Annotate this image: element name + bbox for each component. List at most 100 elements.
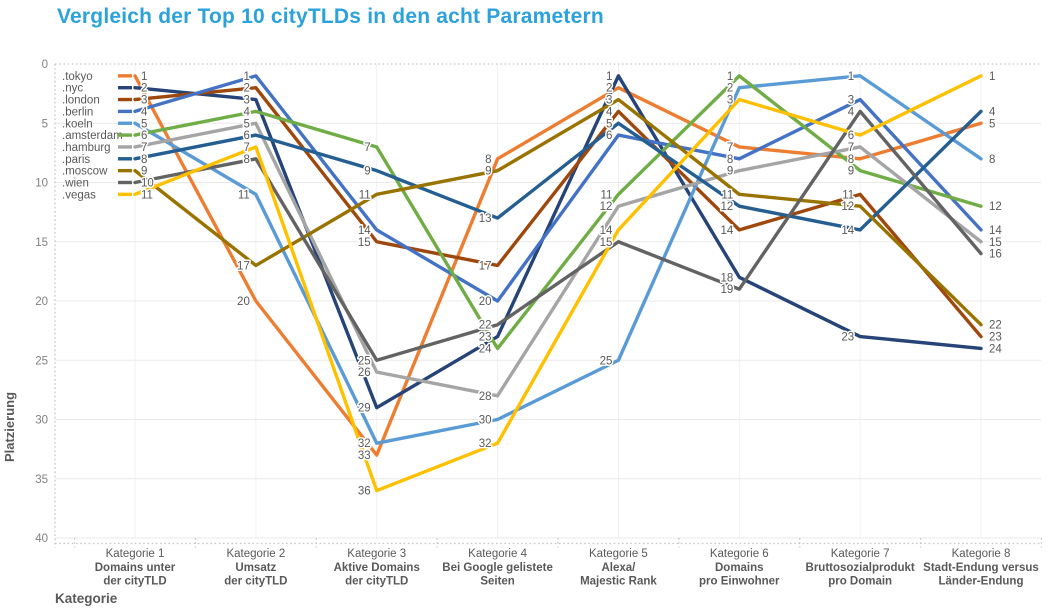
- data-label: 5: [606, 118, 612, 130]
- series-line-paris: [133, 109, 983, 232]
- y-tick-label: 15: [35, 237, 48, 249]
- data-label: 24: [989, 343, 1002, 355]
- data-label: 8: [485, 154, 491, 166]
- y-tick-label: 30: [35, 415, 48, 427]
- data-label: 14: [841, 225, 854, 237]
- data-label: 7: [727, 142, 733, 154]
- data-label: 3: [727, 95, 733, 107]
- series-line-london: [133, 85, 983, 339]
- data-label: 3: [606, 95, 612, 107]
- legend-label-london: .london: [62, 95, 100, 107]
- y-tick-label: 20: [35, 296, 48, 308]
- data-label: 16: [989, 249, 1002, 261]
- data-label: 9: [848, 166, 854, 178]
- data-label: 30: [479, 415, 492, 427]
- data-label: 32: [358, 438, 371, 450]
- y-tick-label: 10: [35, 178, 48, 190]
- data-label: 4: [848, 106, 855, 118]
- data-label: 15: [358, 237, 371, 249]
- data-label: 6: [243, 130, 249, 142]
- series-line-amsterdam: [133, 74, 983, 351]
- data-label: 20: [479, 296, 492, 308]
- legend-label-berlin: .berlin: [62, 106, 93, 118]
- data-label: 11: [359, 189, 371, 201]
- data-label: 9: [485, 166, 491, 178]
- data-label: 23: [479, 332, 492, 344]
- data-label: 15: [600, 237, 613, 249]
- y-tick-label: 35: [35, 474, 48, 486]
- data-label: 10: [141, 178, 154, 190]
- data-label: 11: [141, 189, 153, 201]
- data-label: 4: [141, 106, 148, 118]
- data-label: 14: [720, 225, 733, 237]
- data-label: 4: [989, 106, 996, 118]
- x-category-sublabel: Stadt-Endung versus: [923, 562, 1039, 574]
- x-category-label: Kategorie 3: [347, 548, 406, 560]
- x-category-sublabel: Alexa/: [601, 562, 636, 574]
- data-label: 8: [243, 154, 249, 166]
- data-label: 8: [141, 154, 147, 166]
- series-line-berlin: [133, 74, 983, 303]
- data-label: 2: [243, 83, 249, 95]
- data-label: 4: [606, 106, 613, 118]
- data-label: 6: [848, 130, 854, 142]
- data-label: 23: [841, 332, 854, 344]
- legend-label-paris: .paris: [62, 154, 90, 166]
- legend-label-nyc: .nyc: [62, 83, 83, 95]
- x-category-sublabel: pro Einwohner: [699, 576, 780, 588]
- x-category-sublabel: Domains unter: [95, 562, 176, 574]
- data-label: 1: [243, 71, 249, 83]
- data-label: 8: [989, 154, 995, 166]
- x-category-label: Kategorie 5: [589, 548, 648, 560]
- data-label: 23: [989, 332, 1002, 344]
- data-label: 6: [606, 130, 612, 142]
- data-label: 22: [989, 320, 1002, 332]
- data-label: 5: [989, 118, 995, 130]
- legend-label-amsterdam: .amsterdam: [62, 130, 123, 142]
- x-category-label: Kategorie 7: [831, 548, 890, 560]
- data-label: 29: [358, 403, 371, 415]
- data-label: 32: [479, 438, 492, 450]
- legend-label-hamburg: .hamburg: [62, 142, 111, 154]
- data-label: 2: [141, 83, 147, 95]
- series-line-nyc: [133, 74, 983, 410]
- y-tick-label: 25: [35, 355, 48, 367]
- data-label: 15: [989, 237, 1002, 249]
- data-label: 9: [364, 166, 370, 178]
- x-category-sublabel: der cityTLD: [224, 576, 287, 588]
- data-label: 9: [141, 166, 147, 178]
- data-label: 17: [237, 260, 250, 272]
- data-label: 1: [989, 71, 995, 83]
- x-category-sublabel: Seiten: [480, 576, 515, 588]
- series-line-hamburg: [133, 121, 983, 398]
- data-label: 1: [141, 71, 147, 83]
- data-label: 1: [606, 71, 612, 83]
- x-category-sublabel: Bruttosozialprodukt: [806, 562, 915, 574]
- data-label: 3: [141, 95, 147, 107]
- data-label: 12: [989, 201, 1002, 213]
- data-label: 3: [243, 95, 249, 107]
- series-line-wien: [133, 109, 983, 362]
- x-category-sublabel: Bei Google gelistete: [442, 562, 553, 574]
- series-line-vegas: [133, 74, 983, 493]
- data-label: 17: [479, 260, 492, 272]
- data-label: 3: [848, 95, 854, 107]
- data-label: 18: [720, 272, 733, 284]
- x-category-sublabel: Umsatz: [235, 562, 276, 574]
- data-label: 28: [479, 391, 492, 403]
- x-category-sublabel: der cityTLD: [103, 576, 166, 588]
- data-label: 14: [600, 225, 613, 237]
- data-label: 8: [727, 154, 733, 166]
- x-category-sublabel: pro Domain: [828, 576, 892, 588]
- data-label: 36: [358, 486, 371, 498]
- data-label: 24: [479, 343, 492, 355]
- x-category-label: Kategorie 2: [226, 548, 285, 560]
- legend-label-moscow: .moscow: [62, 166, 108, 178]
- data-label: 20: [237, 296, 250, 308]
- legend-label-vegas: .vegas: [62, 189, 96, 201]
- data-label: 25: [358, 355, 371, 367]
- data-label: 14: [358, 225, 371, 237]
- data-label: 19: [720, 284, 733, 296]
- data-label: 4: [243, 106, 250, 118]
